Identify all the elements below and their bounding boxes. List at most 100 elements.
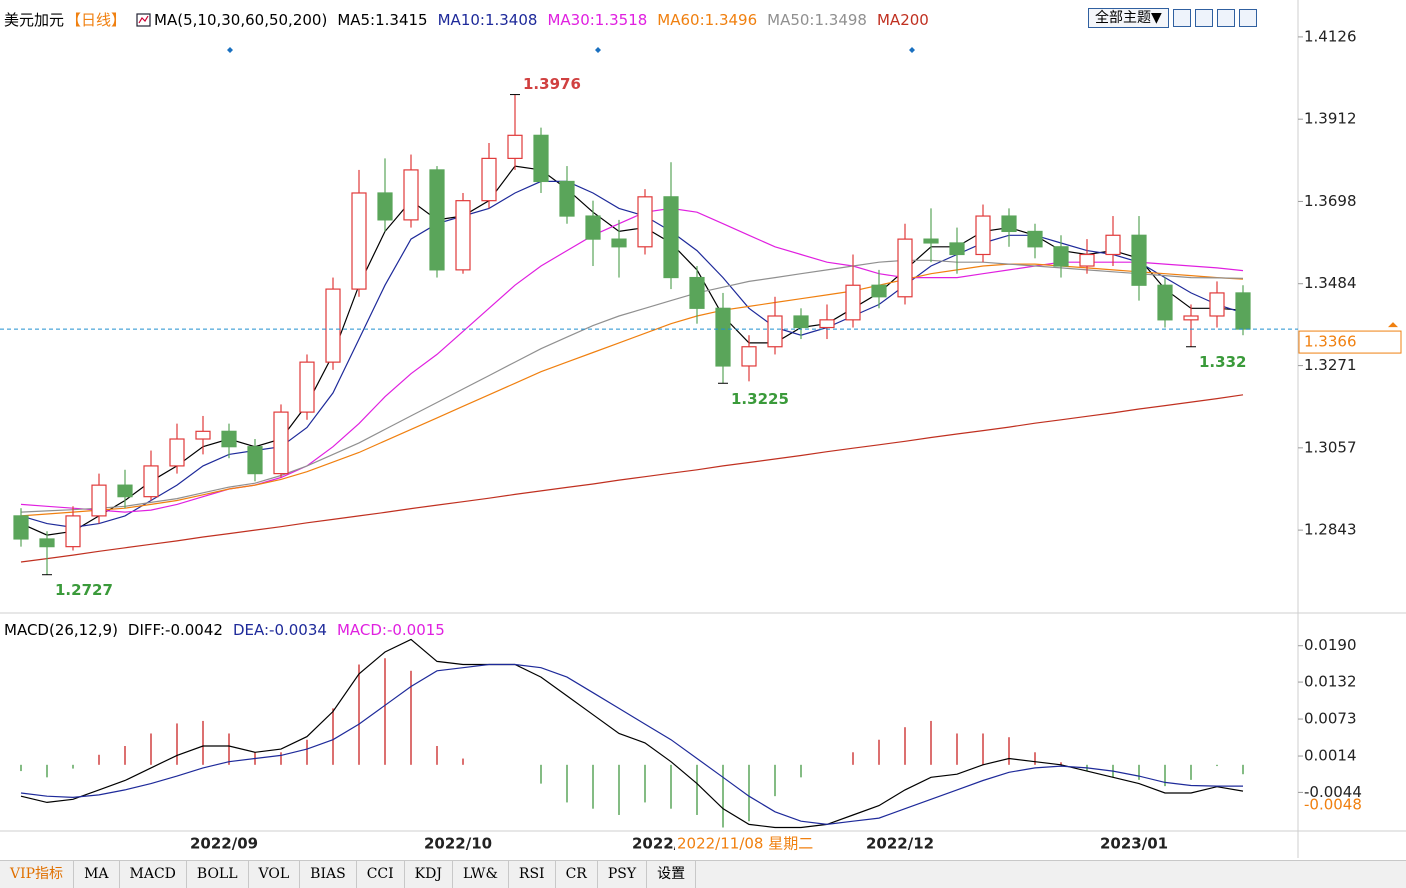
- ma-line: [20, 263, 1244, 517]
- candle-body: [377, 192, 393, 221]
- candle-body: [403, 169, 419, 221]
- y-tick-label: 1.3271: [1304, 356, 1357, 374]
- ma-legend: MA30:1.3518: [547, 10, 648, 29]
- y-tick-label: 0.0014: [1304, 747, 1357, 765]
- macd-line: [20, 638, 1244, 829]
- indicator-tab[interactable]: VIP指标: [0, 861, 75, 888]
- chart: 1.4126 1.3912 1.3698 1.3484 1.3271 1.3057 1.28…: [0, 0, 1406, 860]
- indicator-tabs: VIP指标 MA MACD BOLL VOL BIAS CCI KDJ LW& RSI CR PSY 设…: [0, 860, 1406, 888]
- candle-body: [793, 315, 809, 329]
- ma-title[interactable]: MA(5,10,30,60,50,200): [136, 11, 327, 29]
- layout-button[interactable]: [1194, 9, 1213, 27]
- candle-body: [741, 346, 757, 367]
- candle-body: [897, 238, 913, 298]
- candle-body: [767, 315, 783, 348]
- candle-body: [91, 484, 107, 517]
- extreme-label: 1.332: [1199, 353, 1246, 371]
- indicator-tab[interactable]: KDJ: [405, 861, 453, 888]
- y-tick-label: 1.2843: [1304, 521, 1357, 539]
- indicator-tab[interactable]: VOL: [249, 861, 301, 888]
- crosshair-box: [675, 833, 845, 855]
- play-button[interactable]: [1216, 9, 1235, 27]
- y-tick-label: 0.0190: [1304, 636, 1357, 654]
- indicator-tab[interactable]: BIAS: [300, 861, 357, 888]
- macd-last-label: -0.0048: [1304, 795, 1362, 813]
- crosshair-label: 2022/11/08 星期二: [677, 835, 813, 853]
- candle-body: [1131, 234, 1147, 286]
- candle-body: [1105, 234, 1121, 256]
- candle-body: [299, 361, 315, 413]
- indicator-tab[interactable]: MA: [74, 861, 120, 888]
- candle-body: [871, 284, 887, 298]
- x-tick-label: 2022/: [632, 835, 680, 853]
- candle-body: [533, 134, 549, 183]
- toolbar: 全部主题▼: [1088, 8, 1257, 28]
- candle-body: [195, 430, 211, 440]
- y-tick-label: 1.4126: [1304, 27, 1357, 45]
- extreme-label: 1.2727: [55, 581, 113, 599]
- candle-body: [637, 196, 653, 248]
- period: 【日线】: [66, 11, 127, 29]
- candle-body: [1235, 292, 1251, 330]
- x-tick-label: 2022/12: [866, 835, 934, 853]
- candle-body: [455, 200, 471, 271]
- macd-legend: MACD:-0.0015: [336, 621, 445, 639]
- candle-body: [1209, 292, 1225, 317]
- extreme-label: 1.3225: [731, 390, 789, 408]
- indicator-tab[interactable]: LW&: [453, 861, 509, 888]
- candle-body: [559, 180, 575, 217]
- macd-legend: DIFF:-0.0042: [127, 621, 223, 639]
- last-price-box: [1298, 330, 1402, 354]
- ma-legend: MA10:1.3408: [437, 10, 538, 29]
- x-tick-label: 2022/10: [424, 835, 492, 853]
- candle-body: [923, 238, 939, 244]
- candle-body: [819, 319, 835, 329]
- ma-legend: MA50:1.3498: [767, 10, 867, 29]
- indicator-tab[interactable]: 设置: [647, 861, 697, 888]
- y-tick-label: 0.0073: [1304, 710, 1357, 728]
- last-price-arrow: [1388, 322, 1398, 328]
- y-tick-label: 0.0132: [1304, 673, 1357, 691]
- y-tick-label: -0.0044: [1304, 783, 1362, 801]
- layout-button[interactable]: [1172, 9, 1191, 27]
- y-tick-label: 1.3057: [1304, 438, 1357, 456]
- y-tick-label: 1.3484: [1304, 274, 1357, 292]
- candle-body: [845, 284, 861, 321]
- ma-line: [20, 394, 1244, 563]
- candle-body: [247, 446, 263, 475]
- indicator-tab[interactable]: MACD: [120, 861, 187, 888]
- candle-body: [611, 238, 627, 248]
- indicator-tab[interactable]: CR: [556, 861, 598, 888]
- y-tick-label: 1.3912: [1304, 110, 1357, 128]
- candle-body: [143, 465, 159, 498]
- y-tick-label: 1.3698: [1304, 192, 1357, 210]
- ma-legend: MA200: [876, 10, 929, 29]
- indicator-tab[interactable]: CCI: [357, 861, 405, 888]
- ma-legend: MA60:1.3496: [657, 10, 758, 29]
- candle-body: [481, 157, 497, 202]
- candle-body: [689, 276, 705, 309]
- indicator-tab[interactable]: BOLL: [187, 861, 249, 888]
- ma-params: MA(5,10,30,60,50,200): [154, 10, 328, 29]
- indicator-tab[interactable]: PSY: [598, 861, 648, 888]
- candle-body: [117, 484, 133, 498]
- background: [0, 0, 1406, 860]
- candle-body: [169, 438, 185, 467]
- extreme-label: 1.3976: [523, 75, 581, 93]
- theme-dropdown[interactable]: 全部主题▼: [1088, 8, 1169, 28]
- candle-body: [351, 192, 367, 290]
- candle-body: [39, 538, 55, 548]
- last-price-label: 1.3366: [1304, 333, 1357, 351]
- candle-body: [325, 288, 341, 363]
- macd-title: MACD(26,12,9): [4, 621, 118, 639]
- macd-legend: DEA:-0.0034: [232, 621, 327, 639]
- macd-header: MACD(26,12,9) DIFF:-0.0042 DEA:-0.0034 MAC…: [4, 621, 445, 639]
- candle-body: [273, 411, 289, 475]
- candle-body: [1157, 284, 1173, 321]
- candle-body: [663, 196, 679, 279]
- indicator-tab[interactable]: RSI: [509, 861, 556, 888]
- candle-body: [715, 307, 731, 367]
- ma-icon: [136, 12, 151, 27]
- forward-button[interactable]: [1238, 9, 1257, 27]
- candle-body: [221, 430, 237, 448]
